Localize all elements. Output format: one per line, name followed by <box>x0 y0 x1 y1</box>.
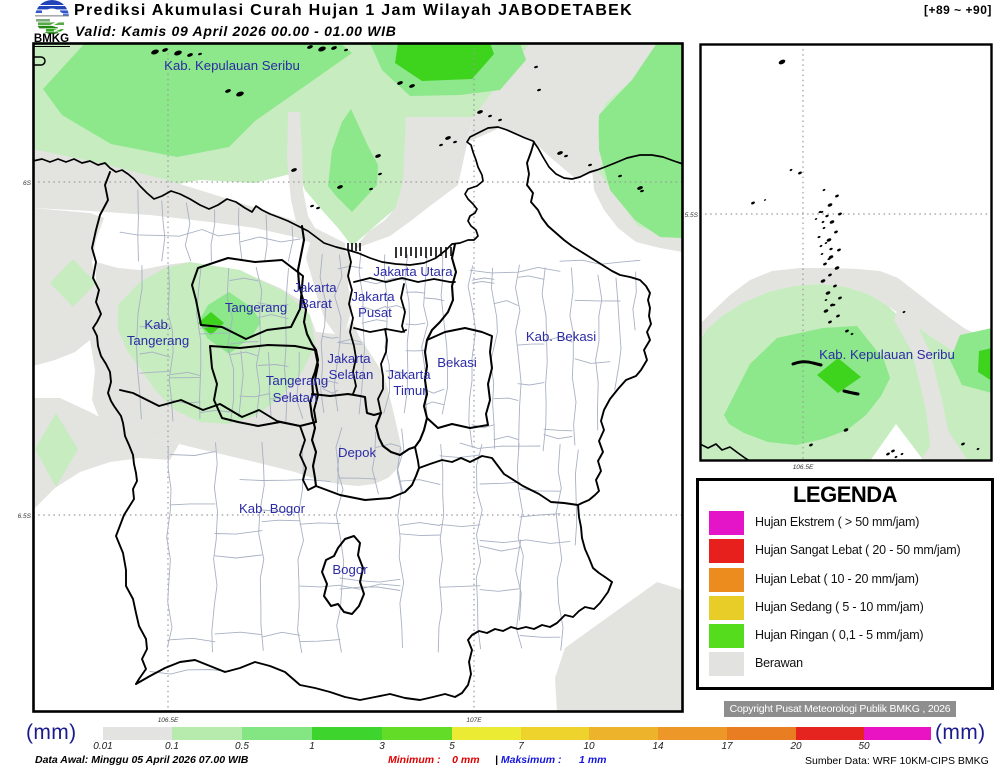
svg-text:Kab. Kepulauan Seribu: Kab. Kepulauan Seribu <box>164 58 300 73</box>
svg-text:Barat: Barat <box>300 296 332 311</box>
svg-text:Kab.: Kab. <box>144 317 171 332</box>
svg-text:Kab. Bogor: Kab. Bogor <box>239 501 306 516</box>
svg-text:Selatan: Selatan <box>273 390 318 405</box>
svg-text:6.5S: 6.5S <box>18 513 32 520</box>
svg-text:Pusat: Pusat <box>358 305 392 320</box>
svg-text:106.5E: 106.5E <box>793 464 814 471</box>
svg-text:Bogor: Bogor <box>332 562 368 577</box>
svg-text:Jakarta: Jakarta <box>293 280 337 295</box>
svg-text:Jakarta: Jakarta <box>351 289 395 304</box>
svg-text:Jakarta Utara: Jakarta Utara <box>373 264 453 279</box>
svg-text:Jakarta: Jakarta <box>327 351 371 366</box>
svg-text:Kab. Bekasi: Kab. Bekasi <box>526 329 596 344</box>
svg-text:106.5E: 106.5E <box>158 717 179 724</box>
svg-text:Tangerang: Tangerang <box>127 333 189 348</box>
svg-text:Tangerang: Tangerang <box>266 373 328 388</box>
svg-text:107E: 107E <box>466 717 482 724</box>
svg-text:Selatan: Selatan <box>329 367 374 382</box>
svg-text:Bekasi: Bekasi <box>437 355 477 370</box>
svg-text:Timur: Timur <box>393 383 427 398</box>
svg-text:Jakarta: Jakarta <box>387 367 431 382</box>
svg-text:5.5S: 5.5S <box>685 212 699 219</box>
svg-text:6S: 6S <box>23 180 32 187</box>
svg-text:Kab. Kepulauan Seribu: Kab. Kepulauan Seribu <box>819 347 955 362</box>
svg-text:Tangerang: Tangerang <box>225 300 287 315</box>
svg-text:Depok: Depok <box>338 445 377 460</box>
